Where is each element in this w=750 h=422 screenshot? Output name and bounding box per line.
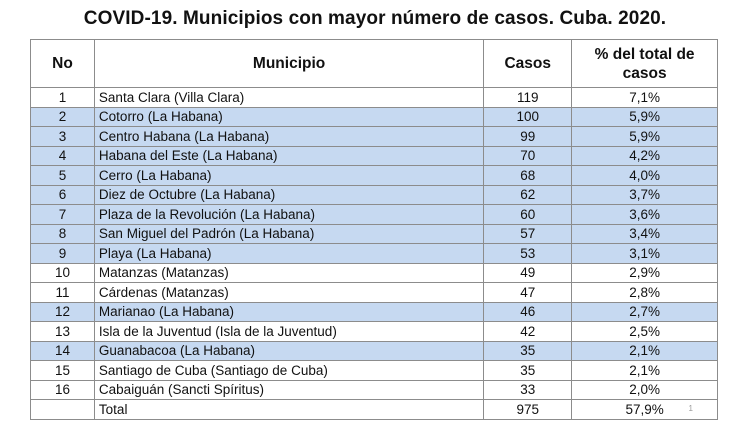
row-no: 12 <box>30 301 95 322</box>
row-no: 11 <box>30 282 95 303</box>
row-casos: 42 <box>483 321 573 342</box>
table-row: 16 Cabaiguán (Sancti Spíritus) 33 2,0% <box>30 379 718 400</box>
row-pct: 2,9% <box>571 262 718 283</box>
row-casos: 46 <box>483 301 573 322</box>
row-casos: 100 <box>483 106 573 127</box>
row-casos: 35 <box>483 360 573 381</box>
row-pct: 5,9% <box>571 106 718 127</box>
row-municipio: Diez de Octubre (La Habana) <box>93 184 485 205</box>
row-no: 7 <box>30 204 95 225</box>
cases-table: No Municipio Casos % del total de casos … <box>30 39 718 420</box>
table-row: 9 Playa (La Habana) 53 3,1% <box>30 243 718 264</box>
table-row: 7 Plaza de la Revolución (La Habana) 60 3,6… <box>30 204 718 225</box>
row-municipio: Cotorro (La Habana) <box>93 106 485 127</box>
row-municipio: Matanzas (Matanzas) <box>93 262 485 283</box>
total-label: Total <box>93 399 485 420</box>
row-pct: 3,1% <box>571 243 718 264</box>
row-no: 6 <box>30 184 95 205</box>
row-pct: 4,2% <box>571 145 718 166</box>
table-row: 15 Santiago de Cuba (Santiago de Cuba) 35 2… <box>30 360 718 381</box>
row-municipio: Cabaiguán (Sancti Spíritus) <box>93 379 485 400</box>
row-no: 13 <box>30 321 95 342</box>
row-municipio: Guanabacoa (La Habana) <box>93 340 485 361</box>
table-body: 1 Santa Clara (Villa Clara) 119 7,1% 2 Cotorr… <box>30 87 718 400</box>
row-municipio: Santa Clara (Villa Clara) <box>93 87 485 108</box>
row-no: 14 <box>30 340 95 361</box>
page-title: COVID-19. Municipios con mayor número de… <box>83 8 667 29</box>
row-casos: 57 <box>483 223 573 244</box>
row-no: 2 <box>30 106 95 127</box>
row-casos: 119 <box>483 87 573 108</box>
row-no: 4 <box>30 145 95 166</box>
row-casos: 68 <box>483 165 573 186</box>
table-row: 13 Isla de la Juventud (Isla de la Juvent… <box>30 321 718 342</box>
row-pct: 2,5% <box>571 321 718 342</box>
row-no: 5 <box>30 165 95 186</box>
table-row: 2 Cotorro (La Habana) 100 5,9% <box>30 106 718 127</box>
row-no: 3 <box>30 126 95 147</box>
total-casos: 975 <box>483 399 573 420</box>
row-pct: 7,1% <box>571 87 718 108</box>
table-row: 3 Centro Habana (La Habana) 99 5,9% <box>30 126 718 147</box>
header-municipio: Municipio <box>93 39 485 88</box>
header-no: No <box>30 39 95 88</box>
table-header-row: No Municipio Casos % del total de casos <box>30 39 718 88</box>
row-pct: 2,1% <box>571 340 718 361</box>
row-municipio: Santiago de Cuba (Santiago de Cuba) <box>93 360 485 381</box>
footnote-mark: 1 <box>688 404 693 413</box>
row-municipio: Habana del Este (La Habana) <box>93 145 485 166</box>
table-row: 12 Marianao (La Habana) 46 2,7% <box>30 301 718 322</box>
row-pct: 3,6% <box>571 204 718 225</box>
total-pct: 57,9% <box>625 401 664 417</box>
row-municipio: Playa (La Habana) <box>93 243 485 264</box>
row-pct: 2,8% <box>571 282 718 303</box>
row-municipio: Isla de la Juventud (Isla de la Juventud… <box>93 321 485 342</box>
row-casos: 60 <box>483 204 573 225</box>
row-casos: 70 <box>483 145 573 166</box>
total-pct-cell: 57,9% 1 <box>571 399 718 420</box>
table-row: 8 San Miguel del Padrón (La Habana) 57 3,4% <box>30 223 718 244</box>
row-no: 9 <box>30 243 95 264</box>
row-pct: 3,7% <box>571 184 718 205</box>
row-no: 16 <box>30 379 95 400</box>
row-municipio: San Miguel del Padrón (La Habana) <box>93 223 485 244</box>
row-pct: 2,7% <box>571 301 718 322</box>
row-municipio: Cerro (La Habana) <box>93 165 485 186</box>
row-no: 8 <box>30 223 95 244</box>
table-row: 1 Santa Clara (Villa Clara) 119 7,1% <box>30 87 718 108</box>
row-no: 10 <box>30 262 95 283</box>
row-municipio: Marianao (La Habana) <box>93 301 485 322</box>
row-casos: 47 <box>483 282 573 303</box>
total-no <box>30 399 95 420</box>
table-row: 11 Cárdenas (Matanzas) 47 2,8% <box>30 282 718 303</box>
row-pct: 5,9% <box>571 126 718 147</box>
row-pct: 3,4% <box>571 223 718 244</box>
row-no: 15 <box>30 360 95 381</box>
row-pct: 2,1% <box>571 360 718 381</box>
row-municipio: Plaza de la Revolución (La Habana) <box>93 204 485 225</box>
header-casos: Casos <box>483 39 573 88</box>
row-casos: 53 <box>483 243 573 264</box>
row-municipio: Cárdenas (Matanzas) <box>93 282 485 303</box>
row-casos: 33 <box>483 379 573 400</box>
table-row: 4 Habana del Este (La Habana) 70 4,2% <box>30 145 718 166</box>
row-casos: 35 <box>483 340 573 361</box>
row-casos: 99 <box>483 126 573 147</box>
row-pct: 4,0% <box>571 165 718 186</box>
total-row: Total 975 57,9% 1 <box>30 399 718 420</box>
row-municipio: Centro Habana (La Habana) <box>93 126 485 147</box>
table-row: 10 Matanzas (Matanzas) 49 2,9% <box>30 262 718 283</box>
row-casos: 49 <box>483 262 573 283</box>
header-pct: % del total de casos <box>571 39 718 88</box>
row-casos: 62 <box>483 184 573 205</box>
table-row: 6 Diez de Octubre (La Habana) 62 3,7% <box>30 184 718 205</box>
row-no: 1 <box>30 87 95 108</box>
table-row: 14 Guanabacoa (La Habana) 35 2,1% <box>30 340 718 361</box>
table-row: 5 Cerro (La Habana) 68 4,0% <box>30 165 718 186</box>
row-pct: 2,0% <box>571 379 718 400</box>
